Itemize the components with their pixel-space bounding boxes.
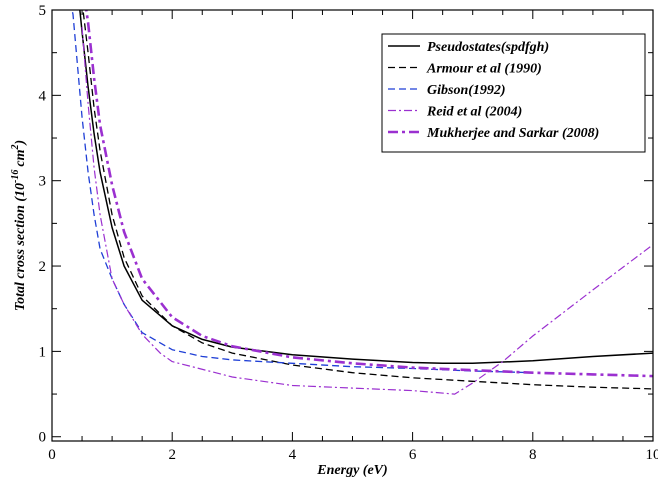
x-tick-label: 4 [289,447,297,463]
legend-label-4: Reid et al (2004) [426,105,522,120]
legend: Pseudostates(spdfgh) Armour et al (1990) G… [381,33,646,153]
y-axis-title-main: Total cross section (10 [13,183,28,311]
x-tick-label: 10 [646,447,658,463]
series-line-5 [84,10,653,378]
ticks-layer: 0 2 4 6 8 10 0 1 2 3 4 5 [39,3,658,463]
y-tick-label: 5 [39,3,47,19]
x-tick-label: 0 [48,447,56,463]
series-line-2 [82,10,653,390]
y-tick-label: 1 [39,344,47,360]
x-tick-label: 6 [409,447,417,463]
x-tick-label: 8 [529,447,537,463]
series-line-3 [71,10,533,374]
legend-label-3: Gibson(1992) [427,83,506,98]
x-axis-title: Energy (eV) [316,463,387,477]
legend-label-1: Pseudostates(spdfgh) [427,40,549,55]
y-axis-title-exp2: 2 [10,145,21,151]
y-tick-label: 3 [39,174,47,190]
series-line-4 [81,27,653,395]
legend-label-5: Mukherjee and Sarkar (2008) [426,126,599,141]
y-axis-title: Total cross section (10-16 cm2) [10,140,28,311]
y-tick-label: 0 [39,430,47,446]
legend-box [381,33,646,153]
y-axis-title-end: ) [13,140,28,147]
y-tick-label: 2 [39,259,47,275]
y-tick-label: 4 [39,88,47,104]
series-layer [71,10,653,395]
y-axis-title-exp1: -16 [10,170,21,183]
x-tick-label: 2 [168,447,176,463]
legend-label-2: Armour et al (1990) [426,62,542,77]
y-axis-title-mid: cm [13,149,28,166]
series-line-1 [79,10,653,365]
